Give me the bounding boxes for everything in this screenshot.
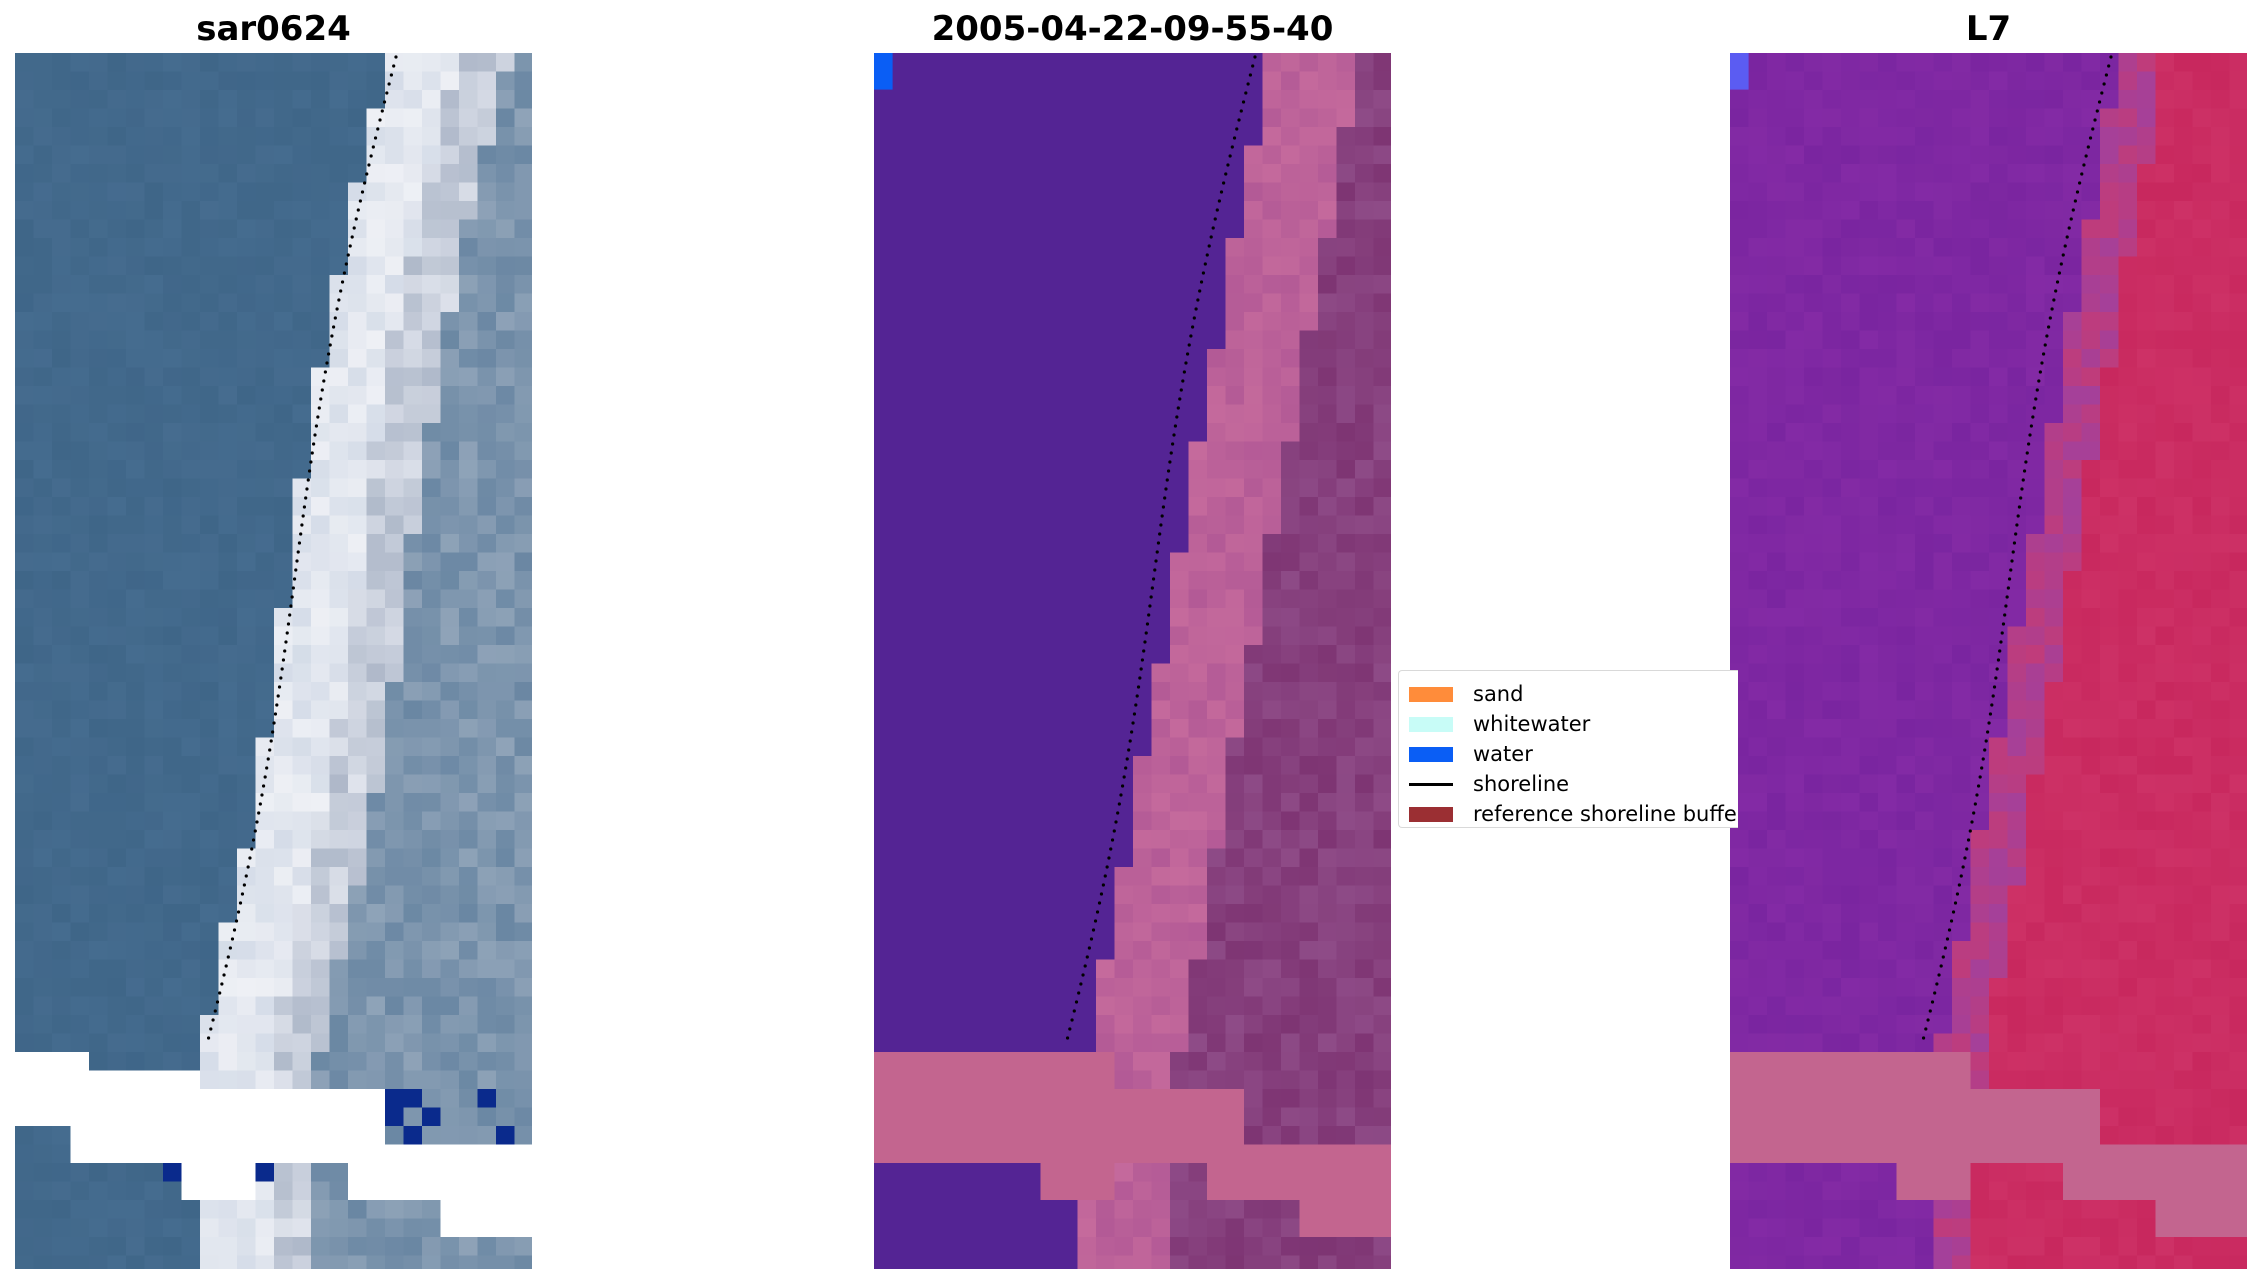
classified-image-panel [874,53,1391,1269]
legend-label-water: water [1473,742,1533,766]
shoreline-line-swatch [1409,782,1453,786]
panel-title-classified: 2005-04-22-09-55-40 [931,9,1334,49]
index-image [1730,53,2247,1269]
panel-title-index: L7 [1965,9,2012,49]
panel-title-rgb: sar0624 [196,9,351,49]
legend-item-buffer: reference shoreline buffer [1409,799,1738,827]
index-corner-patch [1730,53,1749,90]
legend-item-water: water [1409,739,1533,769]
buffer-swatch [1409,806,1453,822]
legend: sand whitewater water shoreline referenc… [1398,670,1738,828]
sand-swatch [1409,686,1453,702]
legend-label-buffer: reference shoreline buffer [1473,802,1738,826]
legend-label-whitewater: whitewater [1473,712,1591,736]
water-swatch [1409,746,1453,762]
whitewater-swatch [1409,716,1453,732]
shoreline-dots [206,55,398,1040]
index-image-panel [1730,53,2247,1269]
rgb-image [15,53,532,1269]
legend-item-shoreline: shoreline [1409,769,1569,799]
shoreline-dots [1921,55,2113,1040]
legend-item-sand: sand [1409,679,1523,709]
legend-label-shoreline: shoreline [1473,772,1570,796]
shoreline-dots [1065,55,1257,1040]
legend-item-whitewater: whitewater [1409,709,1590,739]
rgb-image-panel [15,53,532,1269]
water-class-patch [874,53,893,90]
legend-label-sand: sand [1473,682,1524,706]
classified-image [874,53,1391,1269]
